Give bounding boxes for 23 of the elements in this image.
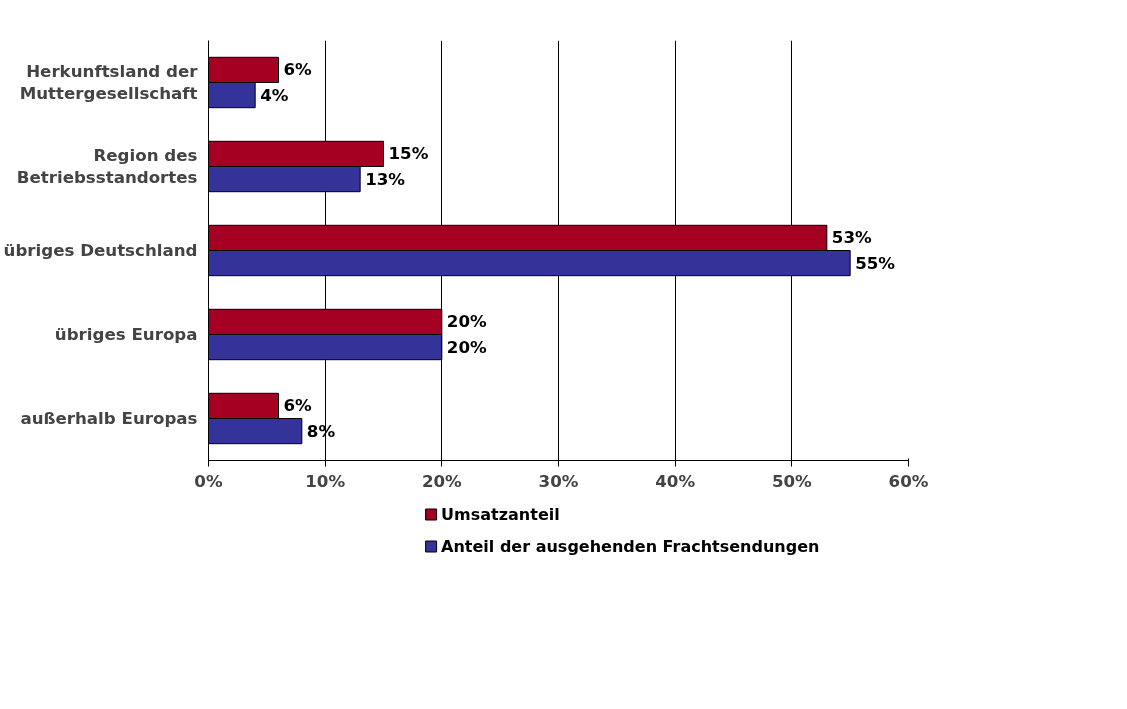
x-tick-label: 50%: [771, 471, 813, 491]
x-tick-label: 40%: [655, 471, 696, 491]
x-tick-label: 10%: [305, 471, 346, 491]
data-label: 20%: [446, 337, 488, 357]
data-label: 13%: [365, 169, 406, 189]
y-tick-label: übriges Deutschland: [3, 241, 198, 260]
x-tick-label: 60%: [888, 471, 929, 491]
y-tick-label: außerhalb Europas: [20, 409, 198, 428]
x-tick-label: 20%: [421, 471, 463, 491]
y-tick-label: Region des Betriebsstandortes: [16, 145, 198, 188]
y-tick-label: übriges Europa: [54, 325, 198, 344]
data-label: 15%: [388, 144, 429, 164]
data-label: 6%: [283, 396, 313, 416]
x-tick-label: 30%: [538, 471, 579, 491]
data-label: 4%: [260, 85, 289, 105]
x-tick-label: 0%: [194, 471, 223, 491]
data-label: 20%: [446, 312, 488, 332]
data-label: 6%: [283, 60, 313, 80]
y-tick-label: Herkunftsland der Muttergesellschaft: [19, 61, 199, 104]
data-label: 55%: [855, 253, 896, 273]
legend-label: Umsatzanteil: [441, 505, 560, 524]
data-label: 53%: [831, 228, 873, 248]
legend-label: Anteil der ausgehenden Frachtsendungen: [441, 537, 820, 556]
